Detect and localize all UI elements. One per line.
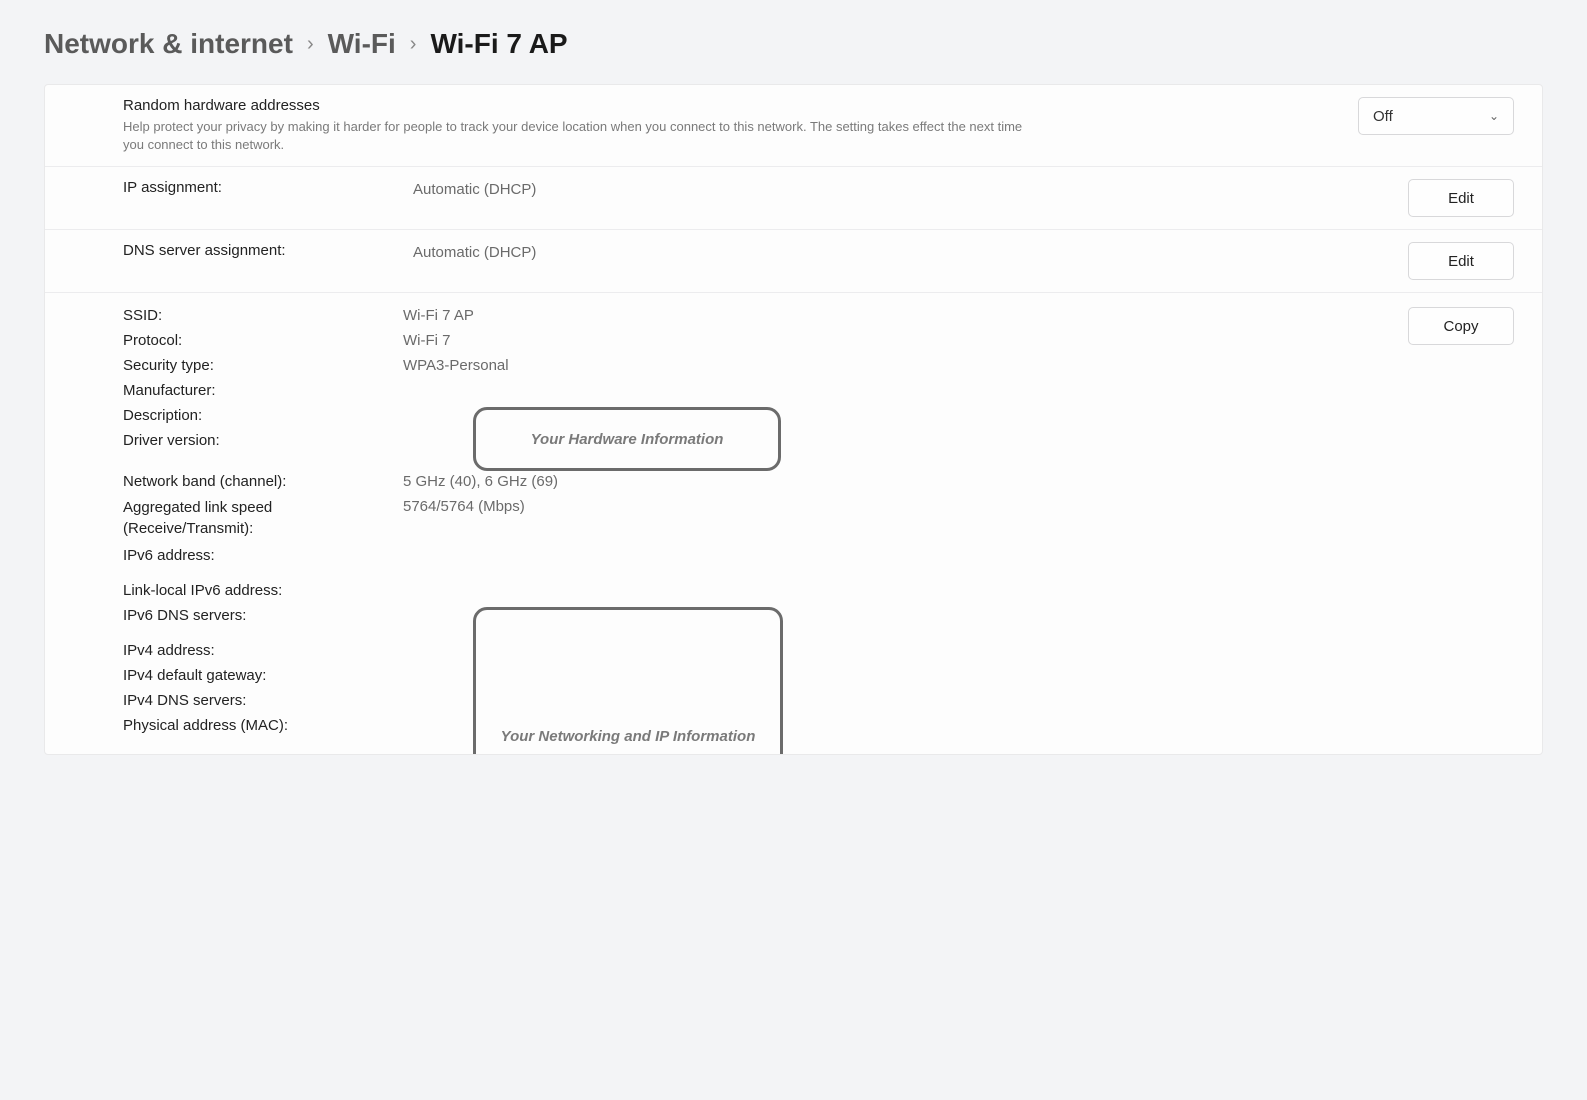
detail-key-linklocal: Link-local IPv6 address: xyxy=(123,582,403,599)
row-dns-assignment: DNS server assignment: Automatic (DHCP) … xyxy=(45,230,1542,293)
random-hw-dropdown-value: Off xyxy=(1373,108,1393,125)
detail-val-band: 5 GHz (40), 6 GHz (69) xyxy=(403,473,783,490)
detail-key-ipv6dns: IPv6 DNS servers: xyxy=(123,607,403,624)
ip-assignment-edit-button[interactable]: Edit xyxy=(1408,179,1514,217)
ip-assignment-value: Automatic (DHCP) xyxy=(413,181,536,198)
detail-key-band: Network band (channel): xyxy=(123,473,403,490)
chevron-right-icon: › xyxy=(410,33,417,56)
detail-val-ipv4dns xyxy=(403,692,783,709)
detail-val-mac xyxy=(403,717,783,734)
detail-val-ipv6 xyxy=(403,547,783,564)
detail-key-manufacturer: Manufacturer: xyxy=(123,382,403,399)
detail-key-protocol: Protocol: xyxy=(123,332,403,349)
detail-key-ipv4gw: IPv4 default gateway: xyxy=(123,667,403,684)
detail-key-description: Description: xyxy=(123,407,403,424)
detail-val-security: WPA3-Personal xyxy=(403,357,783,374)
detail-val-linklocal xyxy=(403,582,783,599)
details-list-bot1: Link-local IPv6 address: IPv6 DNS server… xyxy=(123,582,1334,624)
detail-key-ipv4dns: IPv4 DNS servers: xyxy=(123,692,403,709)
breadcrumb: Network & internet › Wi-Fi › Wi-Fi 7 AP xyxy=(0,0,1587,84)
detail-key-ipv6: IPv6 address: xyxy=(123,547,403,564)
detail-key-ssid: SSID: xyxy=(123,307,403,324)
random-hw-title: Random hardware addresses xyxy=(123,97,1294,114)
row-connection-details: SSID: Wi-Fi 7 AP Protocol: Wi-Fi 7 Secur… xyxy=(45,293,1542,754)
detail-key-ipv4: IPv4 address: xyxy=(123,642,403,659)
detail-key-mac: Physical address (MAC): xyxy=(123,717,403,734)
detail-val-ipv4gw xyxy=(403,667,783,684)
details-list-mid: Network band (channel): 5 GHz (40), 6 GH… xyxy=(123,473,1334,564)
dns-assignment-edit-button[interactable]: Edit xyxy=(1408,242,1514,280)
detail-val-linkspeed: 5764/5764 (Mbps) xyxy=(403,498,783,539)
breadcrumb-item-current: Wi-Fi 7 AP xyxy=(430,28,567,60)
detail-key-driver-version: Driver version: xyxy=(123,432,403,449)
detail-val-ipv4 xyxy=(403,642,783,659)
detail-val-description xyxy=(403,407,783,424)
random-hw-desc: Help protect your privacy by making it h… xyxy=(123,118,1023,154)
chevron-down-icon: ⌄ xyxy=(1489,109,1499,123)
random-hw-dropdown[interactable]: Off ⌄ xyxy=(1358,97,1514,135)
dns-assignment-value: Automatic (DHCP) xyxy=(413,244,536,261)
detail-key-security: Security type: xyxy=(123,357,403,374)
dns-assignment-label: DNS server assignment: xyxy=(123,242,397,259)
detail-val-ipv6dns xyxy=(403,607,783,624)
detail-val-driver-version xyxy=(403,432,783,449)
chevron-right-icon: › xyxy=(307,33,314,56)
detail-val-protocol: Wi-Fi 7 xyxy=(403,332,783,349)
detail-val-ssid: Wi-Fi 7 AP xyxy=(403,307,783,324)
detail-key-linkspeed: Aggregated link speed (Receive/Transmit)… xyxy=(123,498,403,539)
breadcrumb-item-network[interactable]: Network & internet xyxy=(44,28,293,60)
details-list-top: SSID: Wi-Fi 7 AP Protocol: Wi-Fi 7 Secur… xyxy=(123,307,1334,449)
breadcrumb-item-wifi[interactable]: Wi-Fi xyxy=(328,28,396,60)
copy-details-button[interactable]: Copy xyxy=(1408,307,1514,345)
row-random-hw: Random hardware addresses Help protect y… xyxy=(45,85,1542,167)
detail-val-manufacturer xyxy=(403,382,783,399)
details-list-bot2: IPv4 address: IPv4 default gateway: IPv4… xyxy=(123,642,1334,734)
ip-assignment-label: IP assignment: xyxy=(123,179,397,196)
settings-card: Random hardware addresses Help protect y… xyxy=(44,84,1543,755)
row-ip-assignment: IP assignment: Automatic (DHCP) Edit xyxy=(45,167,1542,230)
